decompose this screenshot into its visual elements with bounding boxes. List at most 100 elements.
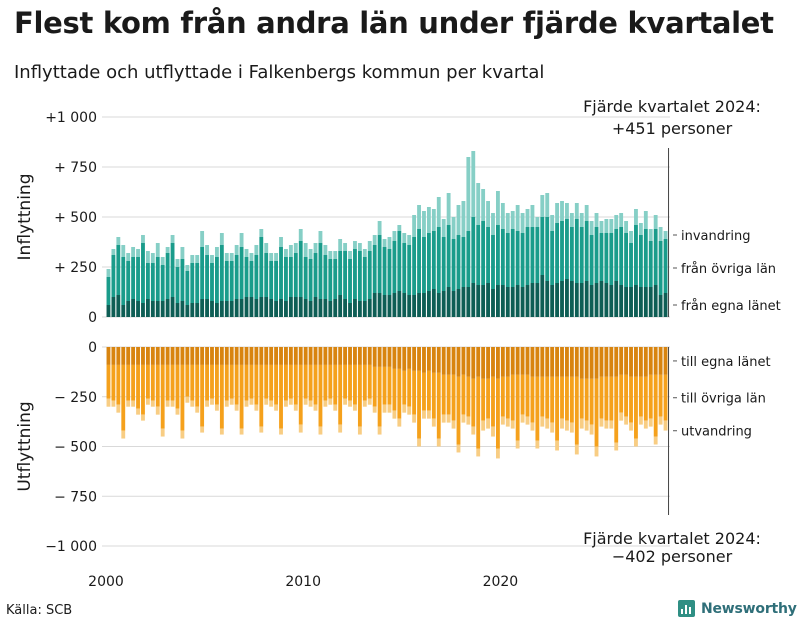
- bar-segment: [441, 414, 446, 423]
- bar-segment: [619, 374, 624, 413]
- bar-segment: [348, 259, 352, 303]
- bar-segment: [481, 347, 486, 379]
- bar-segment: [634, 285, 638, 317]
- bar-segment: [515, 374, 520, 441]
- bar-segment: [466, 347, 471, 377]
- bar-segment: [648, 241, 653, 287]
- bar-segment: [451, 217, 456, 239]
- bar-segment: [279, 364, 283, 429]
- bar-segment: [604, 283, 609, 317]
- bar-segment: [574, 376, 579, 445]
- bar-segment: [594, 213, 599, 227]
- bar-segment: [402, 293, 407, 317]
- bar-segment: [599, 418, 604, 427]
- bar-segment: [663, 239, 668, 293]
- bar-segment: [229, 253, 234, 261]
- bar-segment: [436, 227, 441, 293]
- bar-segment: [303, 398, 308, 405]
- bar-segment: [274, 364, 279, 405]
- bar-segment: [614, 347, 619, 377]
- bar-segment: [456, 444, 461, 453]
- bar-segment: [604, 347, 609, 377]
- bar-segment: [648, 374, 653, 419]
- bar-segment: [392, 293, 397, 317]
- bar-segment: [392, 347, 397, 369]
- y-tick-label: 0: [88, 310, 97, 326]
- bar-segment: [525, 347, 530, 375]
- bar-segment: [121, 364, 126, 431]
- bar-segment: [624, 221, 629, 233]
- bar-segment: [565, 203, 569, 219]
- bar-segment: [150, 400, 155, 407]
- bar-segment: [599, 376, 604, 419]
- bar-segment: [170, 243, 175, 297]
- bar-segment: [215, 257, 219, 303]
- bar-segment: [328, 364, 333, 399]
- bar-segment: [540, 195, 545, 217]
- bar-segment: [343, 299, 348, 317]
- bar-segment: [264, 297, 269, 317]
- bar-segment: [288, 347, 293, 365]
- bar-segment: [431, 347, 436, 373]
- bar-segment: [121, 305, 126, 317]
- bar-segment: [377, 235, 382, 293]
- bar-segment: [436, 347, 441, 373]
- bar-segment: [145, 299, 150, 317]
- bar-segment: [574, 219, 579, 283]
- bar-segment: [200, 364, 205, 427]
- bar-segment: [653, 215, 658, 229]
- bar-segment: [496, 191, 500, 225]
- bar-segment: [530, 422, 535, 431]
- bar-segment: [397, 291, 402, 317]
- bar-segment: [648, 229, 653, 241]
- bar-segment: [426, 410, 431, 419]
- bar-segment: [348, 303, 352, 317]
- x-tick-label: 2020: [483, 574, 519, 590]
- bar-segment: [298, 229, 303, 241]
- bar-segment: [525, 285, 530, 317]
- bar-segment: [560, 221, 564, 281]
- bar-segment: [609, 285, 614, 317]
- bar-segment: [362, 364, 367, 401]
- bar-segment: [279, 247, 283, 299]
- bar-segment: [224, 261, 229, 301]
- bar-segment: [476, 225, 481, 285]
- y-tick-label: +1 000: [45, 110, 97, 126]
- bar-segment: [461, 414, 466, 423]
- bar-segment: [116, 245, 121, 295]
- panel-axis-title: Utflyttning: [15, 401, 35, 491]
- bar-segment: [525, 209, 530, 227]
- bar-segment: [170, 364, 175, 401]
- bar-segment: [155, 301, 160, 317]
- bar-segment: [560, 376, 564, 419]
- bar-segment: [288, 364, 293, 399]
- bar-segment: [653, 374, 658, 437]
- bar-segment: [658, 295, 663, 317]
- bar-segment: [180, 364, 185, 431]
- bar-segment: [308, 259, 313, 301]
- bar-segment: [412, 370, 417, 415]
- bar-segment: [249, 253, 254, 261]
- bar-segment: [604, 376, 609, 421]
- bar-segment: [353, 249, 357, 299]
- bar-segment: [353, 241, 357, 249]
- bar-segment: [431, 289, 436, 317]
- bar-segment: [530, 283, 535, 317]
- bar-segment: [338, 295, 343, 317]
- bar-segment: [560, 281, 564, 317]
- bar-segment: [323, 400, 328, 407]
- bar-segment: [446, 287, 451, 317]
- bar-segment: [594, 378, 599, 447]
- bar-segment: [205, 400, 209, 407]
- bar-segment: [407, 406, 412, 415]
- bar-segment: [155, 243, 160, 257]
- bar-segment: [313, 243, 318, 253]
- bar-segment: [412, 347, 417, 371]
- bar-segment: [634, 376, 638, 439]
- bar-segment: [550, 347, 555, 377]
- bar-segment: [505, 376, 510, 419]
- bar-segment: [426, 347, 431, 371]
- bar-segment: [239, 247, 244, 299]
- bar-segment: [338, 424, 343, 433]
- bar-segment: [244, 297, 249, 317]
